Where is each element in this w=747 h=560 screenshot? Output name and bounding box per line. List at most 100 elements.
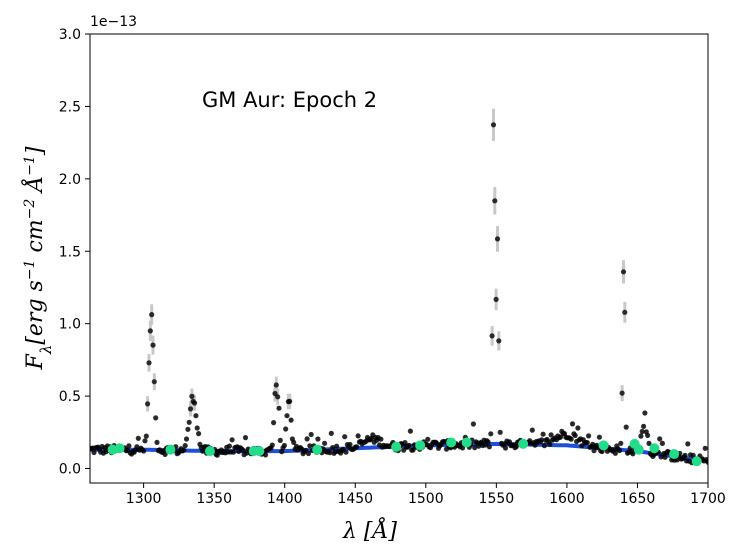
- data-point: [200, 448, 206, 454]
- continuum-point: [204, 446, 215, 457]
- data-point: [183, 436, 190, 442]
- data-point: [497, 429, 503, 435]
- continuum-points: [107, 437, 702, 467]
- chart-title: GM Aur: Epoch 2: [202, 88, 377, 112]
- data-point: [242, 435, 249, 441]
- data-point: [330, 445, 336, 451]
- data-point: [334, 443, 340, 449]
- data-point: [193, 413, 199, 419]
- data-point: [622, 309, 628, 315]
- error-bars: [90, 108, 708, 465]
- data-point: [402, 440, 408, 446]
- data-point: [291, 439, 297, 445]
- data-point: [240, 447, 246, 453]
- data-point: [347, 441, 353, 448]
- data-point: [275, 394, 281, 400]
- data-point: [529, 427, 535, 433]
- y-tick-label: 3.0: [59, 27, 81, 43]
- continuum-point: [446, 437, 457, 448]
- data-point: [569, 421, 576, 427]
- data-point: [194, 425, 200, 431]
- data-point: [196, 431, 202, 437]
- data-point: [141, 448, 147, 454]
- data-point: [230, 449, 236, 455]
- data-point: [355, 433, 361, 439]
- continuum-point: [633, 444, 644, 455]
- data-point: [150, 342, 156, 348]
- data-point: [641, 423, 647, 429]
- data-point: [541, 443, 548, 449]
- data-point: [513, 444, 519, 450]
- data-point: [378, 436, 384, 442]
- data-point: [273, 382, 279, 388]
- x-axis: 1300 1350 1400 1450 1500 1550 1600 1650 1700: [126, 483, 726, 507]
- data-point: [185, 426, 191, 432]
- continuum-point: [114, 443, 125, 454]
- data-point: [575, 425, 581, 431]
- data-point: [619, 390, 625, 396]
- data-point: [662, 454, 668, 460]
- data-point: [126, 443, 132, 449]
- data-point: [304, 436, 310, 442]
- data-point: [646, 440, 652, 446]
- data-point: [305, 450, 312, 457]
- data-point: [586, 433, 592, 439]
- data-point: [623, 424, 629, 430]
- y-tick-label: 1.0: [59, 317, 81, 333]
- data-point: [308, 431, 314, 438]
- data-point: [143, 433, 149, 439]
- continuum-point: [598, 440, 609, 451]
- data-point: [485, 439, 491, 445]
- y-tick-label: 2.5: [59, 99, 81, 115]
- data-point: [283, 426, 289, 432]
- x-tick-label: 1350: [196, 491, 232, 507]
- continuum-point: [669, 449, 680, 460]
- data-point: [612, 450, 619, 456]
- data-point: [472, 445, 478, 451]
- data-point: [596, 434, 603, 440]
- data-point: [146, 360, 152, 366]
- data-point: [620, 269, 627, 275]
- data-point: [584, 440, 590, 446]
- data-point: [406, 442, 412, 448]
- data-point: [460, 445, 466, 451]
- y-tick-label: 1.5: [59, 244, 81, 260]
- continuum-point: [165, 444, 176, 455]
- data-point: [492, 198, 498, 204]
- data-point: [642, 410, 648, 416]
- data-point: [489, 333, 495, 339]
- continuum-point: [415, 440, 426, 451]
- data-point: [630, 451, 636, 457]
- continuum-point: [312, 444, 323, 455]
- x-tick-label: 1650: [620, 491, 656, 507]
- plot-area: [90, 108, 708, 467]
- data-point: [91, 449, 97, 456]
- data-point: [591, 448, 597, 454]
- data-point: [494, 236, 501, 242]
- data-point: [135, 435, 141, 441]
- data-point: [618, 440, 624, 446]
- data-point: [425, 436, 431, 442]
- data-point: [568, 436, 574, 442]
- data-point: [547, 441, 553, 447]
- data-point: [354, 444, 360, 450]
- data-point: [288, 417, 294, 423]
- data-point: [192, 400, 198, 406]
- data-point: [276, 405, 282, 411]
- data-point: [162, 451, 168, 457]
- plot-frame: [89, 33, 709, 484]
- data-point: [638, 433, 644, 439]
- data-point: [149, 312, 155, 318]
- data-point: [490, 122, 497, 128]
- data-point: [572, 432, 578, 439]
- x-tick-label: 1450: [337, 491, 373, 507]
- y-axis-label: Fλ[erg s−1 cm−2 Å−1]: [20, 146, 55, 370]
- data-point: [181, 447, 187, 453]
- data-point: [226, 443, 232, 449]
- x-tick-label: 1500: [408, 491, 444, 507]
- continuum-point: [518, 438, 529, 449]
- data-point: [659, 440, 666, 446]
- data-point: [657, 436, 663, 442]
- data-point: [470, 421, 476, 427]
